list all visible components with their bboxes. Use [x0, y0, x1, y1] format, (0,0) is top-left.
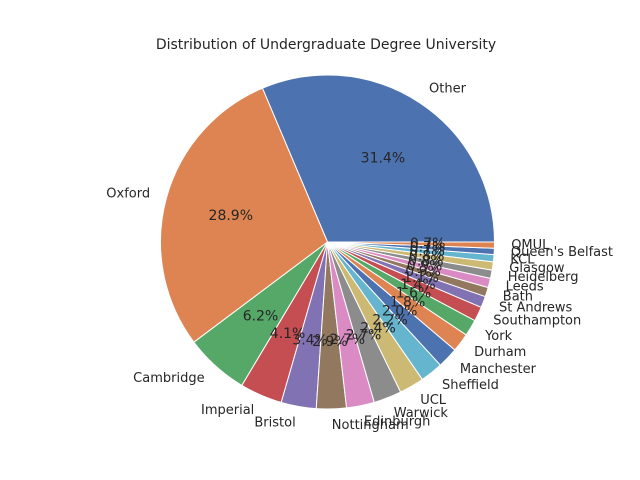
chart-title: Distribution of Undergraduate Degree Uni…: [156, 37, 496, 53]
slice-label-kcl: KCL: [510, 252, 535, 267]
slice-percent-imperial: 4.1%: [270, 326, 306, 342]
slice-label-bristol: Bristol: [254, 415, 295, 430]
slice-label-nottingham: Nottingham: [332, 418, 409, 433]
slice-percent-leeds: 0.9%: [407, 259, 443, 275]
slice-label-york: York: [484, 329, 513, 344]
slice-label-heidelberg: Heidelberg: [508, 270, 579, 285]
slice-percent-cambridge: 6.2%: [243, 309, 279, 325]
slice-label-oxford: Oxford: [106, 187, 150, 202]
slice-percent-warwick: 2.7%: [346, 328, 382, 344]
slice-percent-manchester: 2.0%: [382, 303, 418, 319]
slice-percent-kcl: 0.7%: [409, 244, 445, 260]
slice-percent-st-andrews: 1.1%: [403, 270, 439, 286]
slice-label-manchester: Manchester: [460, 362, 537, 377]
slice-percent-edinburgh: 2.7%: [330, 332, 366, 348]
slice-label-other: Other: [429, 81, 467, 96]
pie-slice-other: [261, 74, 495, 243]
slice-label-bath: Bath: [503, 290, 533, 305]
slice-label-sheffield: Sheffield: [442, 378, 499, 393]
slice-percent-sheffield: 2.2%: [372, 312, 408, 328]
pie-slices: [160, 74, 496, 410]
pie-slice-qmul: [327, 241, 496, 249]
slice-label-ucl: UCL: [420, 393, 447, 408]
slice-label-st-andrews: St Andrews: [499, 300, 573, 315]
pie-slice-oxford: [160, 87, 328, 343]
slice-percent-york: 1.6%: [396, 286, 432, 302]
slice-percent-heidelberg: 0.8%: [408, 253, 444, 269]
slice-percent-glasgow: 0.8%: [409, 248, 445, 264]
slice-label-warwick: Warwick: [394, 406, 449, 421]
slice-label-durham: Durham: [474, 345, 526, 360]
slice-percent-ucl: 2.4%: [360, 321, 396, 337]
slice-percent-southampton: 1.4%: [400, 277, 436, 293]
slice-percent-labels: 31.4%28.9%6.2%4.1%3.4%2.9%2.7%2.7%2.4%2.…: [209, 151, 446, 351]
slice-label-qmul: QMUL: [511, 238, 550, 253]
slice-percent-nottingham: 2.9%: [312, 334, 348, 350]
slice-label-glasgow: Glasgow: [509, 261, 565, 276]
slice-percent-durham: 1.8%: [390, 294, 426, 310]
slice-percent-bristol: 3.4%: [292, 333, 328, 349]
slice-percent-other: 31.4%: [361, 151, 405, 167]
slice-label-cambridge: Cambridge: [133, 371, 204, 386]
slice-label-queen-s-belfast: Queen's Belfast: [511, 245, 613, 260]
slice-percent-oxford: 28.9%: [209, 208, 253, 224]
slice-label-edinburgh: Edinburgh: [364, 415, 430, 430]
slice-label-southampton: Southampton: [493, 314, 581, 329]
slice-percent-bath: 0.9%: [405, 264, 441, 280]
slice-label-leeds: Leeds: [506, 280, 544, 295]
slice-label-imperial: Imperial: [201, 403, 254, 418]
slice-percent-queen-s-belfast: 0.7%: [410, 240, 446, 256]
slice-percent-qmul: 0.7%: [410, 236, 446, 252]
